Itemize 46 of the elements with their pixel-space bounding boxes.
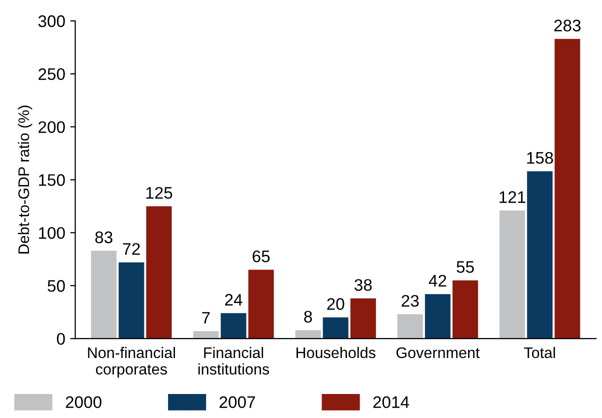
x-tick-label: Total [524,346,555,358]
data-label: 283 [554,20,581,32]
y-tick-label: 250 [38,68,65,80]
y-tick-label: 300 [38,15,65,28]
bar [424,294,450,339]
data-label: 83 [95,231,112,244]
bar [554,38,580,339]
bar [452,280,478,339]
data-label: 72 [122,243,140,255]
data-label: 8 [304,310,312,323]
x-tick-label: Government [396,347,480,358]
data-label: 24 [225,294,242,306]
y-tick-label: 200 [38,121,65,133]
y-axis-title: Debt-to-GDP ratio (%) [18,106,32,254]
y-tick-label: 0 [56,332,65,345]
y-tick-label: 50 [48,280,65,292]
data-label: 55 [456,261,474,273]
bar [350,298,376,339]
x-tick-label: Financial institutions [198,346,270,375]
data-label: 20 [327,298,344,310]
bar [146,206,172,339]
bar [527,171,553,339]
data-label: 42 [428,274,446,286]
data-label: 158 [527,152,554,164]
data-label: 38 [354,279,372,291]
bar [118,262,144,339]
bar [91,250,117,339]
bar [248,270,274,339]
data-label: 7 [202,312,210,324]
bar [322,317,348,339]
bar [397,314,423,339]
data-label: 65 [252,250,270,262]
bar [499,210,526,339]
bar [220,313,246,339]
legend-label: 2014 [373,396,410,408]
legend-label: 2000 [66,396,102,408]
data-label: 125 [146,186,172,199]
y-tick-label: 150 [38,174,65,186]
legend-label: 2007 [220,396,255,408]
data-label: 23 [402,294,419,307]
x-tick-label: Non-financial corporates [88,346,175,378]
bar [295,330,321,339]
data-label: 121 [500,191,526,203]
bar [193,331,219,339]
x-tick-label: Households [296,346,376,358]
y-tick-label: 100 [38,227,65,239]
